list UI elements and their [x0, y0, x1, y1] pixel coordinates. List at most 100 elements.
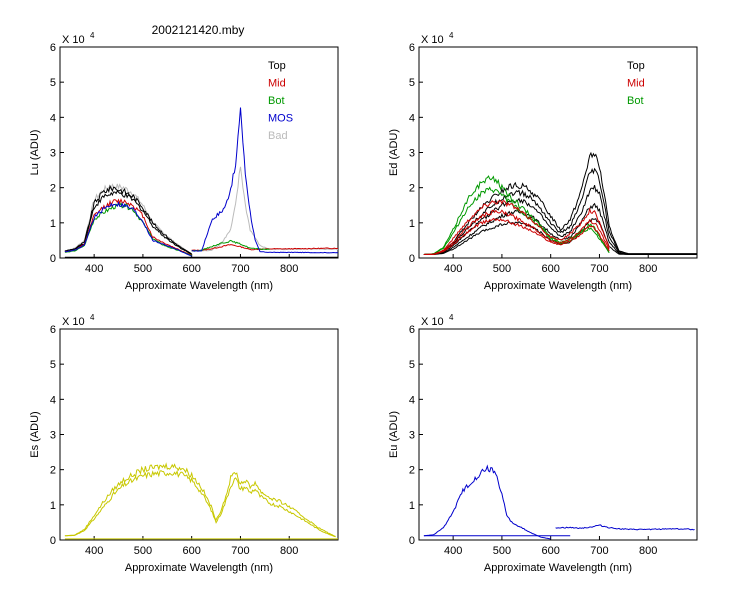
x-tick-label: 500 [493, 545, 511, 557]
y-tick-label: 6 [50, 324, 56, 336]
x-tick-label: 500 [493, 263, 511, 275]
x-tick-label: 800 [639, 545, 657, 557]
legend-entry-bot: Bot [268, 95, 285, 107]
y-tick-label: 6 [409, 324, 415, 336]
series-group [423, 151, 697, 255]
legend-entry-bot: Bot [627, 95, 644, 107]
x-tick-label: 800 [639, 263, 657, 275]
y-tick-label: 5 [50, 359, 56, 371]
series-line-eu [423, 464, 551, 540]
series-group [64, 462, 338, 540]
series-line-bot [423, 186, 610, 255]
y-tick-label: 1 [50, 500, 56, 512]
y-tick-label: 0 [50, 535, 56, 547]
x-tick-label: 400 [85, 545, 103, 557]
x-axis-label: Approximate Wavelength (nm) [484, 562, 632, 574]
series-line-top [64, 189, 192, 255]
series-line-mos [191, 107, 338, 254]
y-multiplier: X 10 [421, 34, 444, 46]
series-line-mid [423, 199, 610, 255]
x-tick-label: 600 [183, 263, 201, 275]
y-tick-label: 4 [409, 112, 415, 124]
y-tick-label: 4 [50, 394, 56, 406]
y-tick-label: 1 [409, 218, 415, 230]
x-tick-label: 400 [444, 545, 462, 557]
x-tick-label: 700 [590, 263, 608, 275]
legend-entry-bad: Bad [268, 130, 288, 142]
y-exponent: 4 [449, 31, 454, 40]
y-exponent: 4 [90, 31, 95, 40]
series-line-eu [555, 524, 695, 531]
x-tick-label: 600 [183, 545, 201, 557]
x-axis-label: Approximate Wavelength (nm) [125, 280, 273, 292]
series-line-top [64, 184, 192, 255]
legend-entry-top: Top [627, 60, 645, 72]
series-line-mid [423, 217, 610, 255]
y-tick-label: 5 [409, 359, 415, 371]
legend-entry-mos: MOS [268, 113, 293, 125]
y-exponent: 4 [449, 313, 454, 322]
x-tick-label: 600 [542, 545, 560, 557]
x-axis-label: Approximate Wavelength (nm) [484, 280, 632, 292]
y-tick-label: 3 [409, 148, 415, 160]
y-tick-label: 3 [50, 430, 56, 442]
y-tick-label: 4 [50, 112, 56, 124]
series-line-bot [423, 175, 610, 255]
x-tick-label: 700 [590, 545, 608, 557]
plot-frame [418, 328, 698, 541]
x-tick-label: 800 [280, 263, 298, 275]
y-tick-label: 6 [409, 42, 415, 54]
y-tick-label: 3 [409, 430, 415, 442]
y-tick-label: 6 [50, 42, 56, 54]
series-line-bot [191, 239, 270, 252]
series-line-bad [191, 166, 338, 252]
y-tick-label: 2 [409, 183, 415, 195]
y-tick-label: 3 [50, 148, 56, 160]
y-multiplier: X 10 [62, 34, 85, 46]
y-tick-label: 0 [409, 253, 415, 265]
x-axis-label: Approximate Wavelength (nm) [125, 562, 273, 574]
y-tick-label: 0 [50, 253, 56, 265]
chart-panel-eu: 0 1 2 3 4 5 6 400 500 600 700 800 X 10 4 Approximate W… [388, 313, 698, 574]
y-tick-label: 1 [50, 218, 56, 230]
figure-title: 2002121420.mby [152, 23, 245, 37]
y-tick-label: 2 [409, 465, 415, 477]
y-tick-label: 1 [409, 500, 415, 512]
legend-entry-mid: Mid [627, 78, 645, 90]
y-multiplier: X 10 [421, 316, 444, 328]
x-tick-label: 700 [231, 263, 249, 275]
x-tick-label: 500 [134, 545, 152, 557]
plot-frame [59, 46, 339, 259]
y-exponent: 4 [90, 313, 95, 322]
legend-entry-mid: Mid [268, 78, 286, 90]
y-tick-label: 0 [409, 535, 415, 547]
series-group [423, 464, 695, 540]
series-line-mid [423, 209, 610, 255]
y-axis-label: Eu (ADU) [388, 411, 400, 458]
x-tick-label: 400 [85, 263, 103, 275]
series-line-es [64, 469, 336, 538]
x-tick-label: 500 [134, 263, 152, 275]
y-tick-label: 2 [50, 465, 56, 477]
series-group [64, 107, 338, 258]
y-axis-label: Lu (ADU) [29, 130, 41, 176]
x-tick-label: 700 [231, 545, 249, 557]
y-tick-label: 5 [50, 77, 56, 89]
series-line-es [64, 462, 336, 537]
chart-panel-ed: 0 1 2 3 4 5 6 400 500 600 700 800 X 10 4 Approximate W… [388, 31, 698, 292]
y-tick-label: 2 [50, 183, 56, 195]
series-line-mos [64, 200, 192, 257]
y-tick-label: 4 [409, 394, 415, 406]
chart-panel-es: 0 1 2 3 4 5 6 400 500 600 700 800 X 10 4 Approximate W… [29, 313, 339, 574]
chart-panel-lu: 0 1 2 3 4 5 6 400 500 600 700 800 X 10 4 Approximate W… [29, 31, 339, 292]
legend-entry-top: Top [268, 60, 286, 72]
x-tick-label: 400 [444, 263, 462, 275]
y-tick-label: 5 [409, 77, 415, 89]
y-multiplier: X 10 [62, 316, 85, 328]
y-axis-label: Es (ADU) [29, 411, 41, 457]
y-axis-label: Ed (ADU) [388, 129, 400, 176]
plot-frame [418, 46, 698, 259]
x-tick-label: 800 [280, 545, 298, 557]
x-tick-label: 600 [542, 263, 560, 275]
